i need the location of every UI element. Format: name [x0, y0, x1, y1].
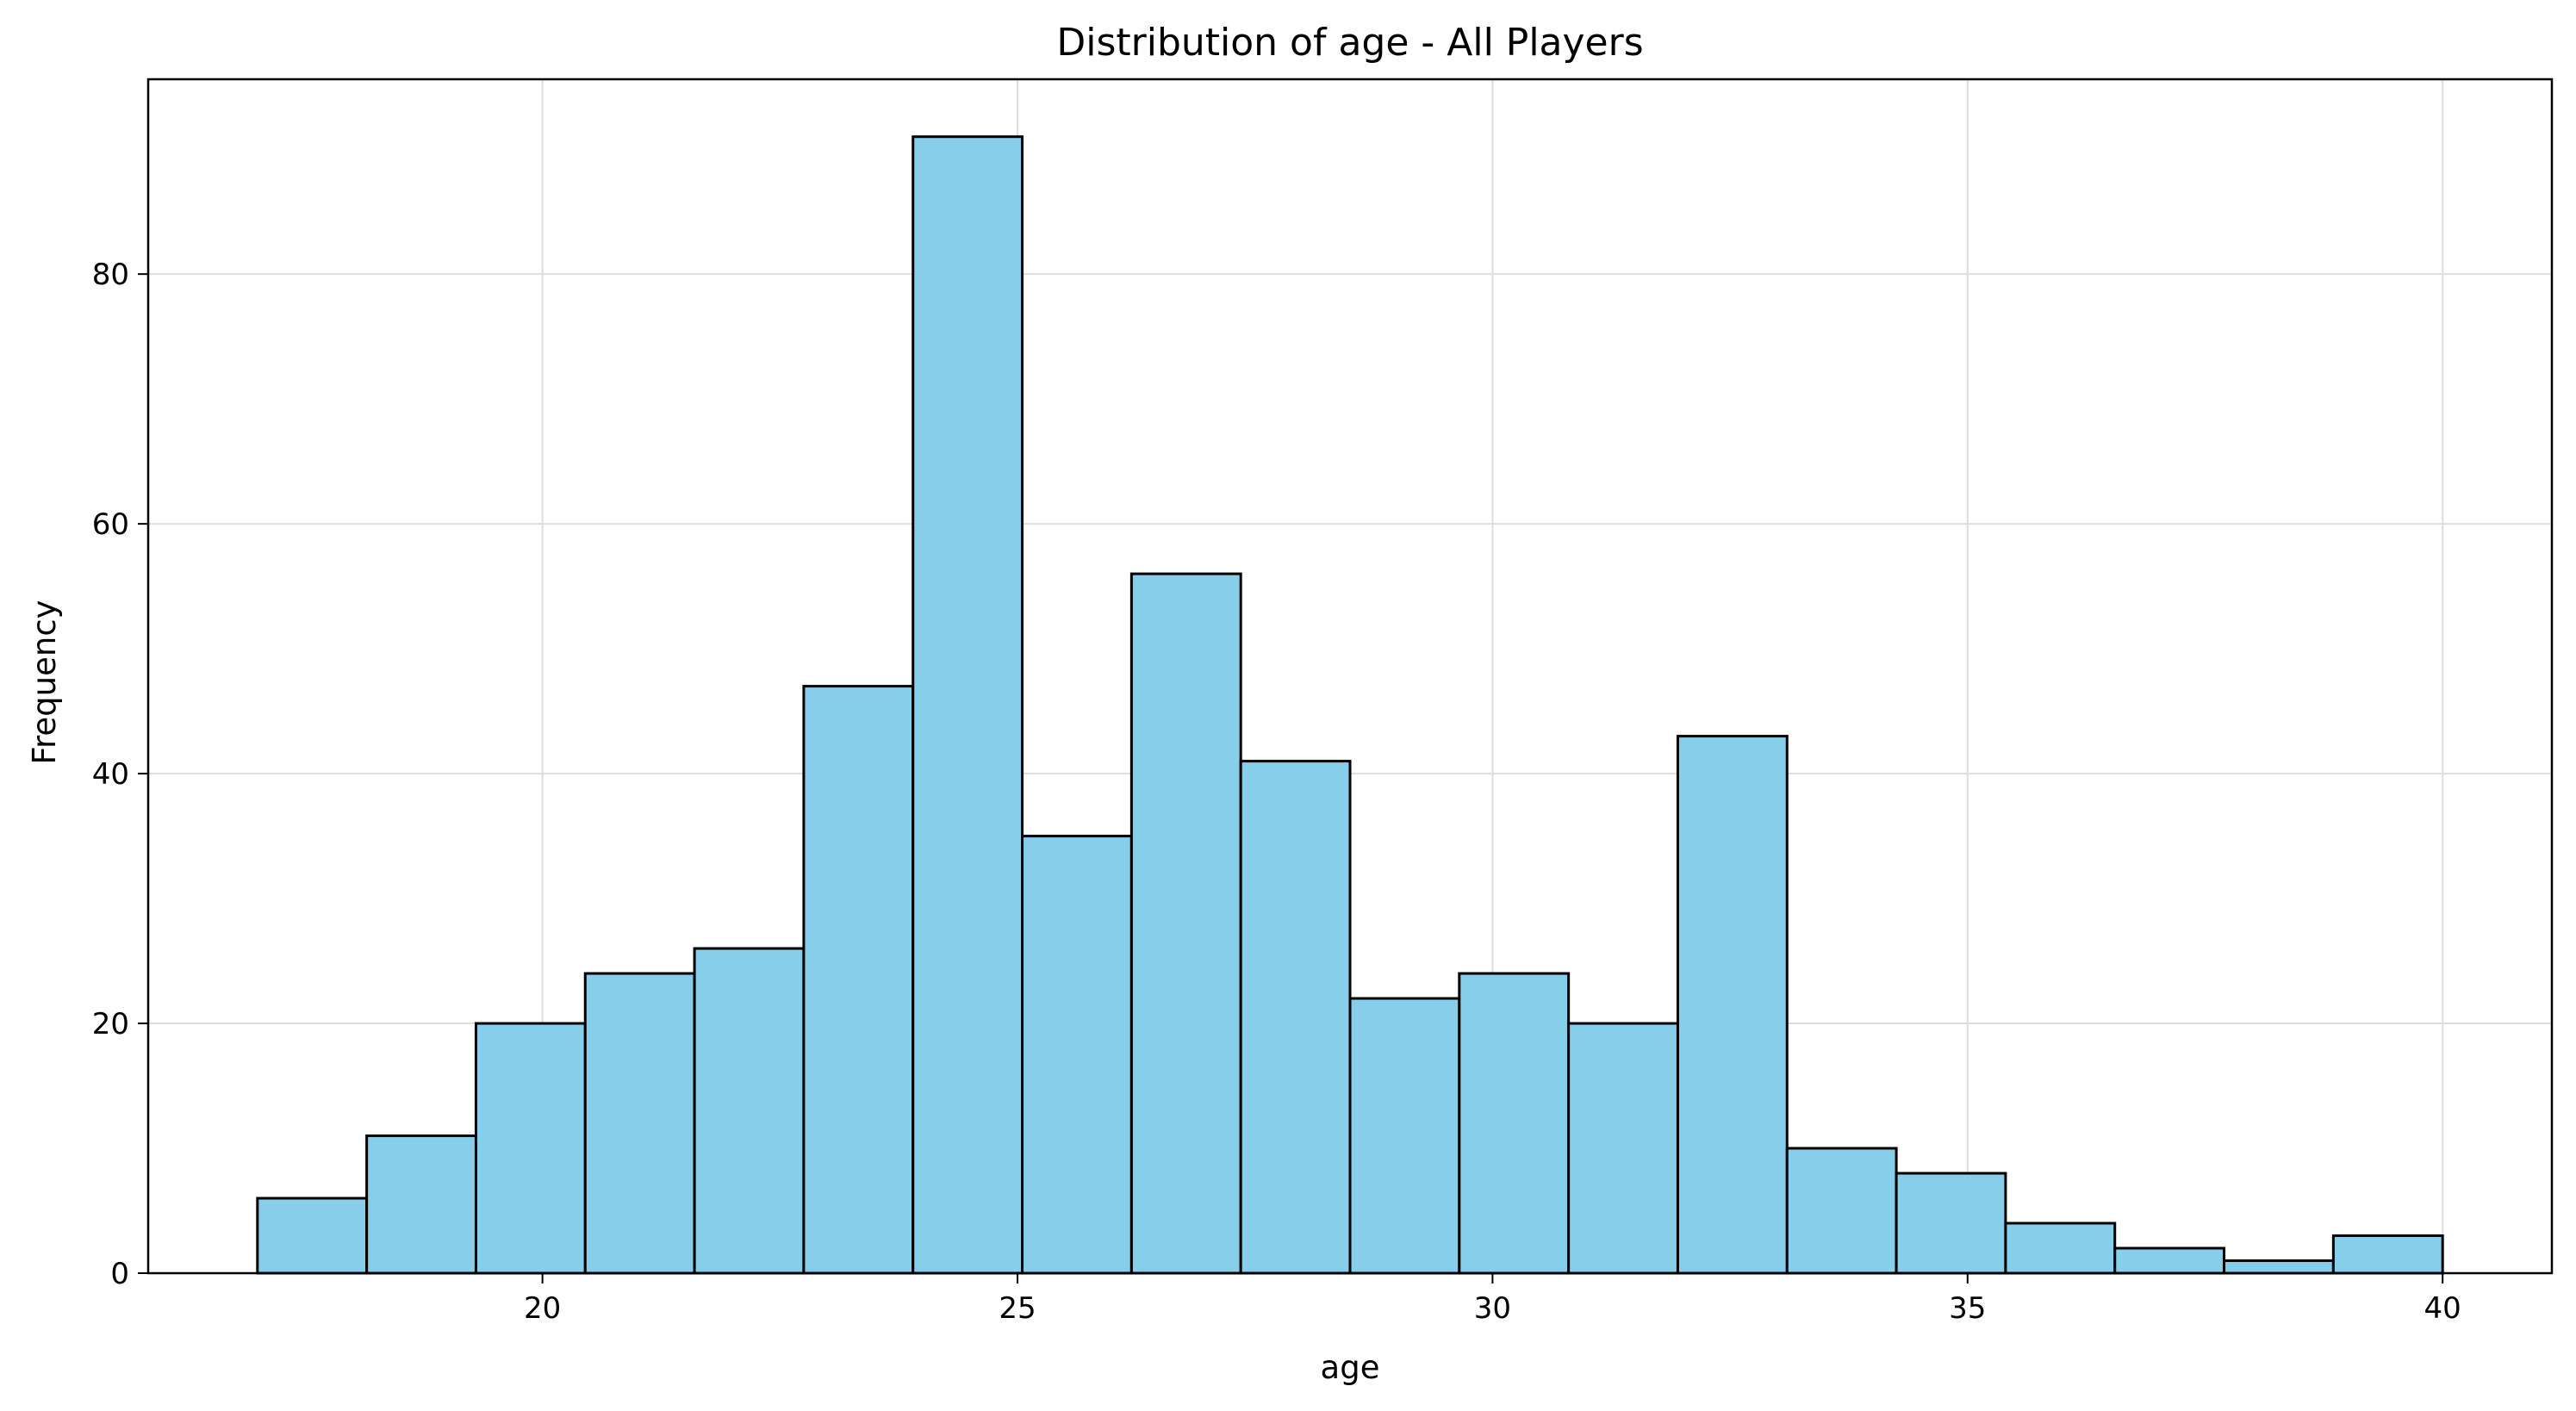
chart-title: Distribution of age - All Players: [1056, 21, 1643, 65]
histogram-bar: [1569, 1023, 1678, 1273]
y-tick-label: 80: [92, 258, 129, 292]
x-axis-label: age: [1321, 1349, 1380, 1386]
histogram-bar: [1131, 574, 1241, 1273]
histogram-bar: [476, 1023, 585, 1273]
histogram-bar: [2006, 1223, 2115, 1273]
histogram-bar: [585, 973, 694, 1273]
x-tick-label: 25: [999, 1291, 1036, 1326]
histogram-bar: [1023, 836, 1132, 1273]
histogram-bar: [1350, 998, 1459, 1273]
histogram-bar: [2224, 1261, 2334, 1273]
y-tick-label: 60: [92, 507, 129, 542]
y-tick-label: 40: [92, 757, 129, 792]
x-tick-label: 30: [1474, 1291, 1511, 1326]
histogram-bar: [2333, 1236, 2442, 1273]
histogram-bar: [1241, 761, 1350, 1273]
histogram-bar: [694, 948, 804, 1273]
histogram-bar: [1459, 973, 1569, 1273]
y-tick-label: 20: [92, 1007, 129, 1041]
histogram-bar: [1896, 1173, 2006, 1273]
histogram-bar: [1677, 737, 1787, 1273]
histogram-bar: [1787, 1148, 1896, 1273]
y-tick-label: 0: [110, 1257, 129, 1291]
histogram-bar: [913, 137, 1023, 1273]
histogram-bar: [804, 687, 913, 1273]
x-tick-label: 35: [1949, 1291, 1986, 1326]
histogram-bar: [258, 1198, 367, 1273]
x-tick-label: 20: [524, 1291, 561, 1326]
histogram-bar: [2115, 1248, 2224, 1273]
histogram-bar: [367, 1136, 476, 1273]
x-tick-label: 40: [2424, 1291, 2461, 1326]
y-axis-label: Frequency: [26, 600, 63, 764]
